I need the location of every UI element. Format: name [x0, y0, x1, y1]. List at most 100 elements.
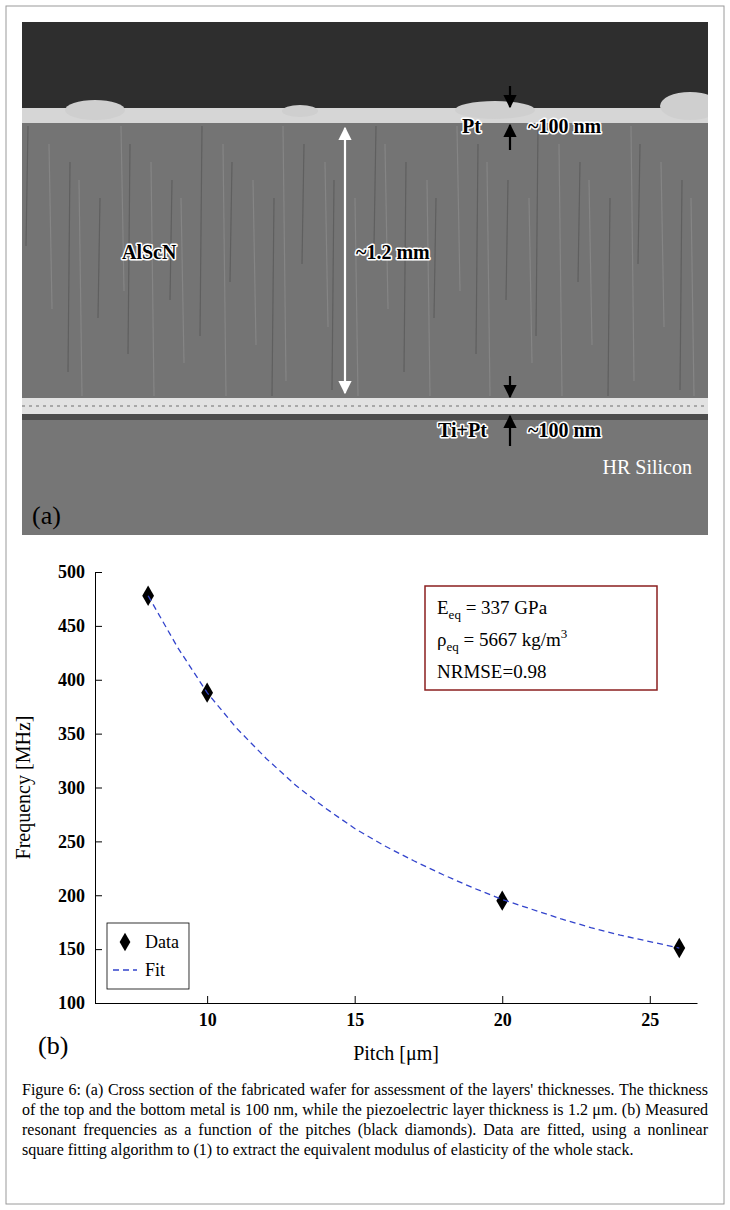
surface-bump — [65, 100, 125, 120]
x-tick-mark — [355, 996, 356, 1003]
x-tick-label: 20 — [494, 1010, 512, 1030]
grain-streak — [121, 126, 124, 291]
bottom-metal-texture — [22, 405, 708, 407]
y-tick-mark — [95, 841, 102, 842]
annotation-text: NRMSE=0.98 — [437, 661, 546, 682]
legend-box — [107, 923, 189, 989]
grain-streak — [631, 126, 634, 381]
grain-streak — [98, 198, 100, 318]
legend-label: Fit — [145, 960, 165, 980]
annotation-text: Eeq = 337 GPa — [437, 597, 548, 622]
y-tick: 100 — [58, 993, 102, 1013]
annotation-symbol: E — [437, 597, 449, 618]
x-tick-mark — [207, 996, 208, 1003]
x-tick: 20 — [494, 996, 512, 1030]
y-tick-mark — [95, 788, 102, 789]
y-tick: 200 — [58, 886, 102, 906]
thickness-label: ~100 nm — [528, 419, 602, 441]
grain-streak — [355, 198, 358, 396]
annotation-text: ρeq = 5667 kg/m3 — [437, 626, 567, 654]
data-point — [673, 938, 685, 958]
x-tick-mark — [502, 996, 503, 1003]
layer-label: AlScN — [122, 241, 177, 263]
layer-label: Ti+Pt — [438, 419, 487, 441]
y-tick-label: 100 — [58, 993, 85, 1013]
layer-label: Pt — [462, 115, 481, 137]
grain-streak — [589, 180, 592, 345]
y-tick-mark — [95, 949, 102, 950]
y-tick: 350 — [58, 724, 102, 744]
grain-streak — [434, 198, 436, 318]
grain-streak — [427, 180, 430, 396]
top-background — [22, 22, 708, 110]
y-tick-label: 300 — [58, 778, 85, 798]
grain-streak — [536, 126, 538, 336]
y-axis-title: Frequency [MHz] — [12, 716, 35, 860]
grain-streak — [151, 162, 154, 396]
grain-streak — [223, 144, 226, 396]
legend-swatch — [113, 969, 137, 970]
grain-streak — [638, 144, 640, 264]
grain-streak — [332, 180, 334, 390]
x-axis-line — [96, 1003, 698, 1004]
page: Pt~100 nmAlScN~1.2 mmTi+Pt~100 nmHR Sili… — [0, 0, 730, 1210]
x-axis-title: Pitch [μm] — [353, 1042, 439, 1065]
x-tick: 15 — [346, 996, 364, 1030]
panel-a-labels: Pt~100 nmAlScN~1.2 mmTi+Pt~100 nmHR Sili… — [32, 115, 692, 530]
figure-frame — [6, 6, 724, 1204]
thickness-label: ~100 nm — [528, 115, 602, 137]
grain-streak — [253, 180, 256, 345]
grain-streak — [661, 162, 664, 327]
x-axis: 10 15 20 25 — [96, 996, 698, 1030]
grain-streak — [404, 162, 406, 372]
y-tick-label: 450 — [58, 616, 85, 636]
grain-streak — [529, 198, 532, 363]
dimension-arrow — [344, 128, 346, 393]
y-tick: 450 — [58, 616, 102, 636]
x-tick-label: 10 — [199, 1010, 217, 1030]
grain-streak — [230, 162, 232, 282]
x-tick: 25 — [641, 996, 659, 1030]
y-tick-label: 500 — [58, 562, 85, 582]
annotation-value: = 5667 kg/m — [459, 629, 561, 650]
caption: Figure 6: (a) Cross section of the fabri… — [22, 1080, 708, 1160]
y-tick: 500 — [58, 562, 102, 582]
y-tick-mark — [95, 572, 102, 573]
grain-streak — [457, 126, 460, 291]
grain-streak — [283, 126, 286, 381]
grain-streak — [680, 180, 682, 390]
legend-swatch — [120, 933, 131, 952]
legend-label: Data — [145, 932, 179, 952]
grain-streak — [559, 144, 562, 396]
panel-a-image — [22, 22, 708, 535]
y-tick: 400 — [58, 670, 102, 690]
bottom-metal-layer — [22, 398, 708, 414]
y-tick-mark — [95, 895, 102, 896]
grain-streak — [26, 126, 28, 246]
grain-streak — [200, 126, 202, 336]
annotation-subscript: eq — [449, 607, 462, 622]
dimension-arrow — [509, 376, 511, 397]
thickness-label: ~1.2 mm — [356, 241, 430, 263]
legend: Data Fit — [107, 923, 189, 989]
annotation-superscript: 3 — [561, 626, 568, 641]
grain-streak — [608, 198, 610, 396]
y-tick: 300 — [58, 778, 102, 798]
grain-streak — [68, 162, 70, 372]
y-tick-label: 400 — [58, 670, 85, 690]
y-tick-mark — [95, 626, 102, 627]
surface-bump — [282, 105, 318, 117]
grain-streak — [181, 198, 184, 363]
grain-streak — [49, 144, 52, 309]
grain-streak — [578, 162, 580, 282]
dimension-arrow — [509, 86, 511, 107]
annotation-frame — [425, 586, 657, 690]
grain-streak — [272, 198, 274, 396]
annotation-value: NRMSE=0.98 — [437, 661, 546, 682]
figure-svg: Pt~100 nmAlScN~1.2 mmTi+Pt~100 nmHR Sili… — [0, 0, 730, 1210]
dimension-arrow — [509, 416, 511, 446]
layer-label: HR Silicon — [603, 456, 692, 478]
y-tick-label: 250 — [58, 832, 85, 852]
y-tick: 150 — [58, 939, 102, 959]
x-tick-mark — [650, 996, 651, 1003]
